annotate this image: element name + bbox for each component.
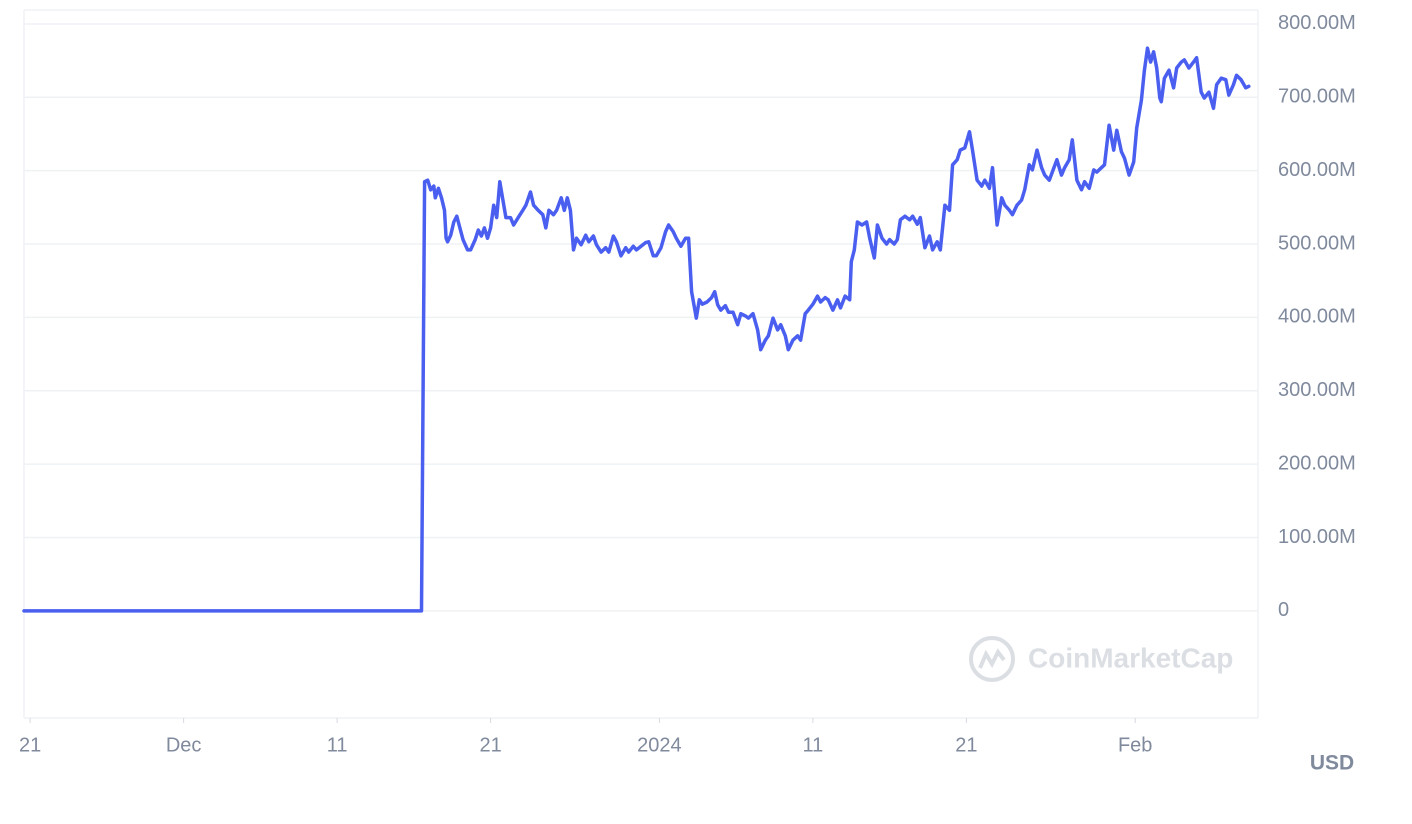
x-tick-label: 11 (803, 734, 824, 756)
x-tick-label: 21 (19, 734, 41, 756)
y-tick-label: 500.00M (1278, 232, 1356, 254)
currency-label: USD (1310, 752, 1354, 775)
watermark-text: CoinMarketCap (1028, 642, 1233, 673)
x-tick-label: Dec (166, 734, 202, 756)
y-tick-label: 300.00M (1278, 379, 1356, 401)
plot-frame (23, 9, 1259, 719)
y-tick-label: 200.00M (1278, 452, 1356, 474)
y-tick-label: 800.00M (1278, 12, 1356, 34)
watermark: CoinMarketCap (969, 636, 1233, 682)
y-tick-label: 700.00M (1278, 86, 1356, 108)
y-tick-label: 0 (1278, 599, 1289, 621)
x-tick-label: Feb (1118, 734, 1152, 756)
watermark-logo-mark (978, 648, 1006, 669)
y-tick-label: 400.00M (1278, 306, 1356, 328)
x-tick-label: 11 (327, 734, 348, 756)
x-tick-label: 21 (479, 734, 501, 756)
x-tick-label: 2024 (637, 734, 682, 756)
watermark-logo (969, 636, 1015, 682)
price-line (22, 46, 1251, 613)
grid (24, 23, 1258, 612)
y-tick-label: 100.00M (1278, 526, 1356, 548)
y-tick-label: 600.00M (1278, 159, 1356, 181)
x-tick-label: 21 (955, 734, 977, 756)
